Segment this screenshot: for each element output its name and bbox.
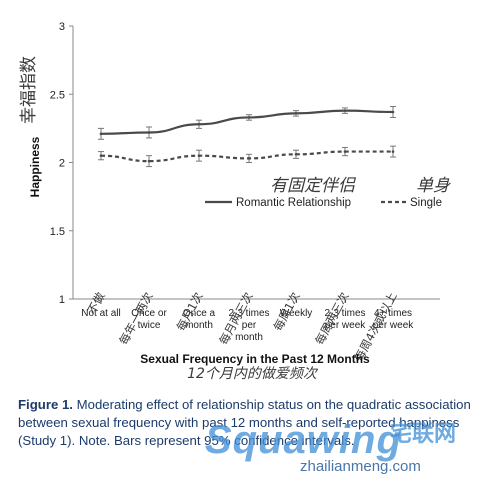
y-tick-label: 2 [59,158,65,170]
y-tick-label: 1.5 [50,226,65,238]
data-point [99,132,103,136]
x-tick-label: Not at all [81,308,120,319]
series-layer [98,106,396,168]
y-axis-label-cn: 幸福指数 [19,56,39,124]
y-axis-ticks: 1 1.5 2 2.5 3 [50,21,73,306]
data-point [197,122,201,126]
watermark-brand-cn: 宅联网 [390,421,457,446]
data-point [294,153,298,156]
watermark-brand: Squawing [205,418,402,462]
x-tick-label: 2-3 times per month [228,308,269,343]
figure-caption: Figure 1. Moderating effect of relations… [18,396,488,450]
figure-caption-text: Moderating effect of relationship status… [18,397,471,448]
data-point [391,110,395,114]
figure-caption-label: Figure 1. [18,397,73,412]
series-line-single [100,150,393,163]
y-axis-label: Happiness [28,136,42,197]
y-tick-label: 1 [59,294,65,306]
watermark-url: zhailianmeng.com [300,458,421,475]
data-point [99,154,103,157]
x-tick-label: Once or twice [131,308,167,331]
x-tick-label: 2-3 times per week [324,308,366,331]
data-point [247,116,251,119]
data-point [147,159,151,163]
series-line-romantic [100,109,394,135]
data-point [391,150,395,153]
plot-axes [72,26,440,300]
legend-label-romantic: Romantic Relationship [236,197,351,209]
data-point [147,131,151,134]
legend-label-single: Single [410,197,442,209]
x-axis-label-cn: 12个月内的做爱频次 [187,366,319,382]
data-point [294,112,298,115]
y-tick-label: 3 [59,21,65,33]
legend-cn-romantic: 有固定伴侣 [270,176,357,196]
x-tick-label: Once a month [183,308,216,331]
data-point [247,157,251,160]
x-tick-label: Weekly [280,308,313,319]
data-point [343,109,347,112]
data-point [343,150,347,153]
y-tick-label: 2.5 [50,89,65,101]
x-axis-label: Sexual Frequency in the Past 12 Months [140,352,370,366]
x-tick-label: 4+ times per week [373,308,415,331]
data-point [197,154,201,157]
legend-cn-single: 单身 [416,176,451,196]
